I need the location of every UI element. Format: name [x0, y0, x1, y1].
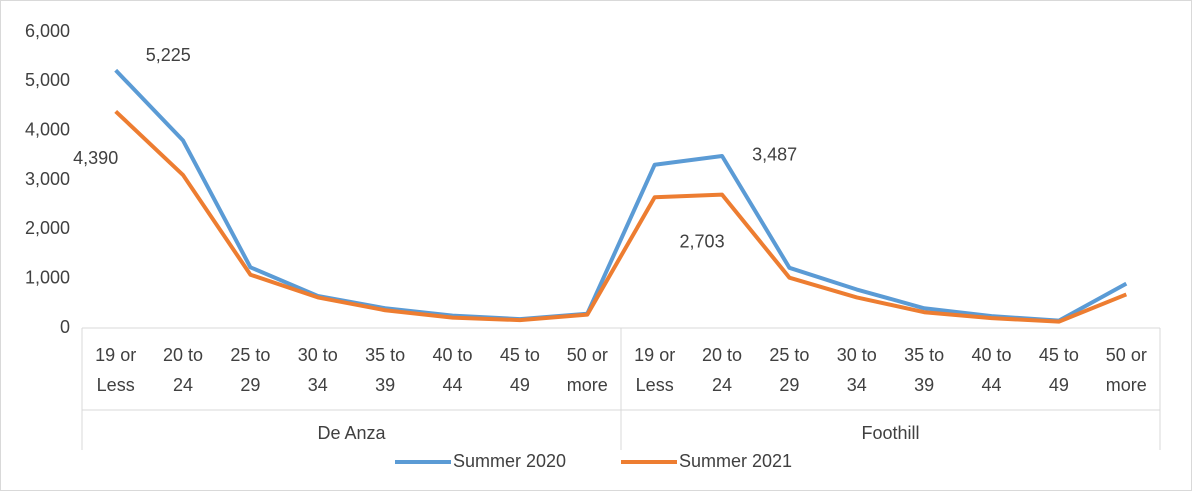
data-label: 5,225	[146, 45, 191, 65]
x-tick-label: 35 to 39	[365, 345, 405, 395]
y-tick-label: 4,000	[25, 119, 70, 139]
legend-label: Summer 2020	[453, 451, 566, 471]
y-tick-label: 2,000	[25, 218, 70, 238]
x-tick-label: 20 to 24	[163, 345, 203, 395]
y-tick-label: 3,000	[25, 169, 70, 189]
series-line	[114, 68, 1128, 323]
data-label: 2,703	[680, 231, 725, 251]
group-label: Foothill	[861, 423, 919, 443]
x-tick-label: 19 or Less	[634, 345, 675, 395]
x-tick-label: 19 or Less	[95, 345, 136, 395]
x-tick-label: 45 to 49	[500, 345, 540, 395]
x-tick-label: 50 or more	[567, 345, 608, 395]
data-label: 4,390	[73, 148, 118, 168]
x-tick-label: 45 to 49	[1039, 345, 1079, 395]
x-tick-label: 50 or more	[1106, 345, 1147, 395]
x-tick-label: 40 to 44	[433, 345, 473, 395]
x-tick-label: 30 to 34	[837, 345, 877, 395]
legend-label: Summer 2021	[679, 451, 792, 471]
group-label: De Anza	[317, 423, 386, 443]
data-label: 3,487	[752, 145, 797, 165]
y-tick-label: 1,000	[25, 267, 70, 287]
series-line	[114, 109, 1128, 324]
x-tick-label: 30 to 34	[298, 345, 338, 395]
y-tick-label: 5,000	[25, 70, 70, 90]
x-tick-label: 25 to 29	[230, 345, 270, 395]
x-tick-label: 20 to 24	[702, 345, 742, 395]
y-tick-label: 0	[60, 317, 70, 337]
x-tick-label: 25 to 29	[769, 345, 809, 395]
y-tick-label: 6,000	[25, 21, 70, 41]
x-tick-label: 35 to 39	[904, 345, 944, 395]
x-tick-label: 40 to 44	[972, 345, 1012, 395]
